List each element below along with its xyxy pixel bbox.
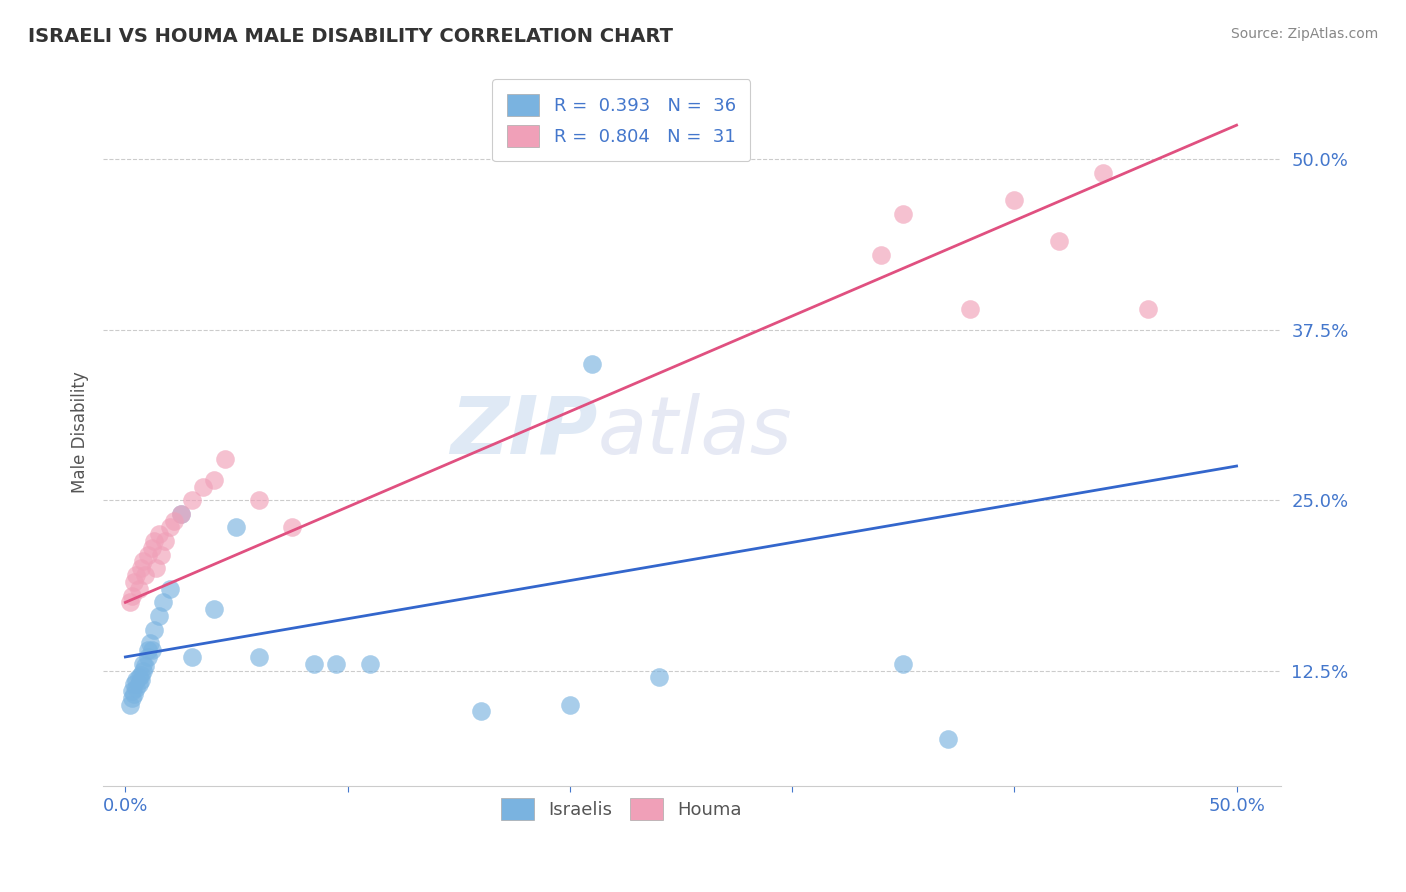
Point	[128, 582, 150, 596]
Point	[170, 507, 193, 521]
Legend: Israelis, Houma: Israelis, Houma	[486, 783, 756, 834]
Point	[141, 541, 163, 555]
Point	[143, 623, 166, 637]
Point	[191, 479, 214, 493]
Point	[202, 473, 225, 487]
Point	[202, 602, 225, 616]
Point	[145, 561, 167, 575]
Text: ZIP: ZIP	[450, 393, 598, 471]
Point	[128, 670, 150, 684]
Point	[136, 548, 159, 562]
Point	[121, 690, 143, 705]
Point	[181, 649, 204, 664]
Point	[152, 595, 174, 609]
Point	[325, 657, 347, 671]
Point	[132, 657, 155, 671]
Point	[148, 527, 170, 541]
Point	[648, 670, 671, 684]
Point	[134, 659, 156, 673]
Point	[214, 452, 236, 467]
Point	[125, 673, 148, 687]
Point	[581, 357, 603, 371]
Point	[136, 643, 159, 657]
Point	[470, 705, 492, 719]
Point	[163, 514, 186, 528]
Point	[125, 681, 148, 696]
Point	[129, 561, 152, 575]
Y-axis label: Male Disability: Male Disability	[72, 371, 89, 493]
Point	[247, 493, 270, 508]
Point	[125, 568, 148, 582]
Point	[139, 636, 162, 650]
Point	[936, 731, 959, 746]
Point	[132, 554, 155, 568]
Point	[122, 677, 145, 691]
Point	[129, 667, 152, 681]
Point	[148, 609, 170, 624]
Point	[181, 493, 204, 508]
Point	[225, 520, 247, 534]
Point	[891, 207, 914, 221]
Point	[134, 568, 156, 582]
Point	[159, 582, 181, 596]
Point	[143, 534, 166, 549]
Point	[1047, 234, 1070, 248]
Point	[121, 589, 143, 603]
Point	[129, 673, 152, 687]
Point	[122, 574, 145, 589]
Point	[959, 302, 981, 317]
Point	[132, 664, 155, 678]
Point	[141, 643, 163, 657]
Text: atlas: atlas	[598, 393, 793, 471]
Point	[159, 520, 181, 534]
Point	[247, 649, 270, 664]
Point	[118, 595, 141, 609]
Point	[170, 507, 193, 521]
Point	[359, 657, 381, 671]
Point	[891, 657, 914, 671]
Point	[1092, 166, 1115, 180]
Point	[149, 548, 172, 562]
Point	[281, 520, 304, 534]
Point	[136, 649, 159, 664]
Point	[1136, 302, 1159, 317]
Point	[1002, 193, 1025, 207]
Point	[121, 684, 143, 698]
Text: ISRAELI VS HOUMA MALE DISABILITY CORRELATION CHART: ISRAELI VS HOUMA MALE DISABILITY CORRELA…	[28, 27, 673, 45]
Point	[128, 677, 150, 691]
Point	[122, 687, 145, 701]
Text: Source: ZipAtlas.com: Source: ZipAtlas.com	[1230, 27, 1378, 41]
Point	[870, 248, 893, 262]
Point	[304, 657, 326, 671]
Point	[558, 698, 581, 712]
Point	[155, 534, 177, 549]
Point	[118, 698, 141, 712]
